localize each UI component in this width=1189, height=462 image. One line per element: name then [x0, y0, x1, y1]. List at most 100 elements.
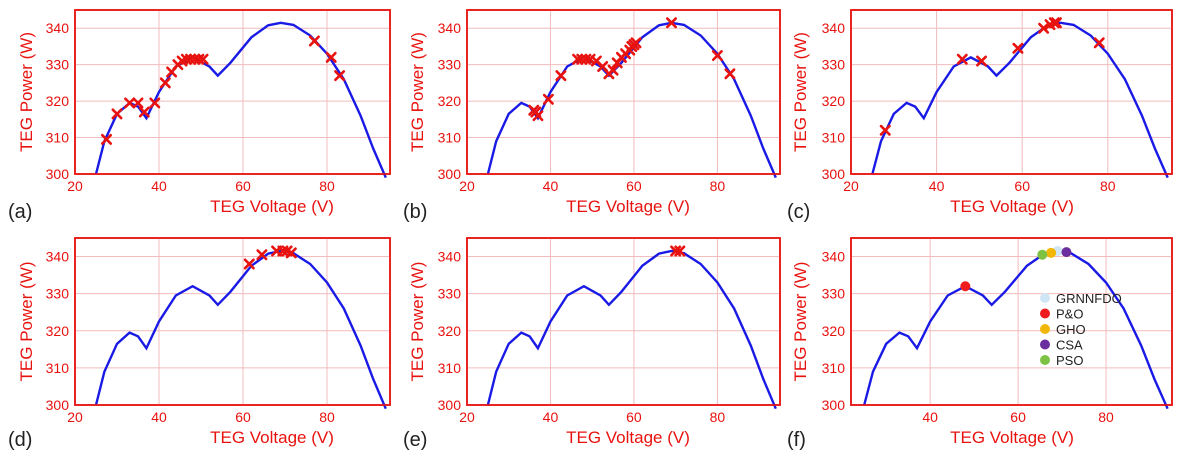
x-tick-label: 60: [235, 178, 251, 194]
x-marker-stroke: [674, 245, 686, 257]
chart-panel-3: 300 310 320 330 340 20 40 60 80 TEG Voltage (V) TE…: [787, 9, 1173, 223]
x-marker-stroke: [101, 133, 112, 145]
x-marker: [149, 97, 161, 109]
x-marker: [956, 53, 968, 65]
x-marker-stroke: [124, 97, 136, 109]
x-marker: [542, 93, 554, 105]
pv-curve-line: [94, 249, 387, 410]
x-marker-stroke: [607, 64, 619, 76]
x-marker-stroke: [159, 77, 171, 89]
x-marker: [711, 50, 723, 62]
x-marker-stroke: [149, 97, 161, 109]
x-marker-stroke: [711, 50, 723, 62]
x-axis-label: TEG Voltage (V): [210, 428, 334, 447]
plot-frame: [850, 237, 1173, 406]
chart-panel-1: 300 310 320 330 340 20 40 60 80 TEG Voltage (V) TE…: [8, 9, 391, 223]
legend-label: GRNNFDO: [1056, 291, 1122, 306]
x-marker: [243, 258, 255, 270]
x-marker: [674, 245, 686, 257]
x-marker: [976, 55, 988, 67]
x-marker: [256, 249, 268, 261]
x-tick-label: 40: [543, 409, 559, 425]
algorithm-point-gho: [1046, 247, 1057, 258]
y-tick-label: 340: [438, 20, 462, 36]
x-marker: [101, 133, 112, 145]
y-axis-label: TEG Power (W): [408, 32, 427, 152]
x-tick-label: 80: [319, 178, 335, 194]
x-marker: [630, 37, 642, 49]
x-marker-stroke: [542, 93, 554, 105]
legend-label: PSO: [1056, 353, 1083, 368]
y-tick-label: 330: [438, 286, 462, 302]
x-tick-label: 60: [1010, 409, 1026, 425]
panel-label: (a): [8, 201, 32, 223]
x-tick-label: 40: [151, 409, 167, 425]
x-tick-label: 80: [710, 409, 726, 425]
x-marker: [334, 70, 346, 82]
y-tick-label: 330: [46, 57, 70, 73]
x-marker: [532, 110, 544, 122]
x-marker: [665, 17, 677, 29]
y-tick-label: 310: [46, 130, 70, 146]
plot-area: [466, 237, 781, 406]
x-tick-label: 60: [626, 409, 642, 425]
plot-area: [850, 237, 1173, 406]
x-tick-label: 80: [1100, 178, 1116, 194]
x-marker: [111, 108, 123, 120]
y-axis-label: TEG Power (W): [791, 262, 810, 382]
x-marker-stroke: [285, 247, 297, 259]
x-marker: [1093, 37, 1105, 49]
legend-label: CSA: [1056, 338, 1083, 353]
chart-panel-6: 300 310 320 330 340 40 60 80 TEG Voltage (V) TEG …: [787, 237, 1173, 451]
x-axis-label: TEG Voltage (V): [210, 197, 334, 216]
panel-label: (c): [787, 201, 810, 223]
x-tick-label: 20: [459, 409, 475, 425]
x-marker-stroke: [334, 70, 346, 82]
x-marker-stroke: [1093, 37, 1105, 49]
y-tick-label: 340: [438, 249, 462, 265]
x-tick-label: 60: [1014, 178, 1030, 194]
x-tick-label: 40: [543, 178, 559, 194]
x-marker-stroke: [1050, 17, 1062, 29]
x-tick-label: 80: [319, 409, 335, 425]
y-tick-label: 340: [822, 20, 846, 36]
chart-panel-4: 300 310 320 330 340 20 40 60 80 TEG Voltage (V) TE…: [8, 237, 391, 451]
x-tick-label: 80: [1098, 409, 1114, 425]
x-marker-stroke: [138, 106, 150, 118]
plot-frame: [466, 237, 781, 406]
chart-panel-5: 300 310 320 330 340 20 40 60 80 TEG Voltage (V) TE…: [403, 237, 781, 451]
y-tick-label: 340: [46, 249, 70, 265]
plot-area: [74, 9, 391, 175]
plot-frame: [74, 9, 391, 175]
plot-frame: [466, 9, 781, 175]
algorithm-point-pso: [1037, 249, 1048, 260]
x-marker-stroke: [665, 17, 677, 29]
y-tick-label: 300: [822, 397, 846, 413]
plot-area: [74, 237, 391, 406]
x-marker-stroke: [132, 97, 144, 109]
x-marker: [1012, 42, 1024, 54]
y-axis-label: TEG Power (W): [408, 262, 427, 382]
y-tick-label: 300: [438, 397, 462, 413]
chart-panel-2: 300 310 320 330 340 20 40 60 80 TEG Voltage (V) TE…: [403, 9, 781, 223]
x-marker-stroke: [630, 37, 642, 49]
y-tick-label: 320: [822, 323, 846, 339]
x-tick-label: 60: [626, 178, 642, 194]
pv-curve-line: [94, 21, 387, 179]
x-marker-stroke: [976, 55, 988, 67]
x-marker-stroke: [724, 68, 736, 80]
pv-curve-line: [486, 249, 777, 410]
y-tick-label: 300: [46, 166, 70, 182]
x-marker-stroke: [1038, 22, 1050, 34]
legend-label: GHO: [1056, 322, 1086, 337]
y-tick-label: 320: [822, 93, 846, 109]
x-tick-label: 40: [151, 178, 167, 194]
x-marker: [132, 97, 144, 109]
y-tick-label: 330: [438, 57, 462, 73]
x-marker-stroke: [111, 108, 123, 120]
y-tick-label: 320: [438, 323, 462, 339]
x-marker: [124, 97, 136, 109]
y-tick-label: 340: [822, 249, 846, 265]
plot-frame: [74, 237, 391, 406]
